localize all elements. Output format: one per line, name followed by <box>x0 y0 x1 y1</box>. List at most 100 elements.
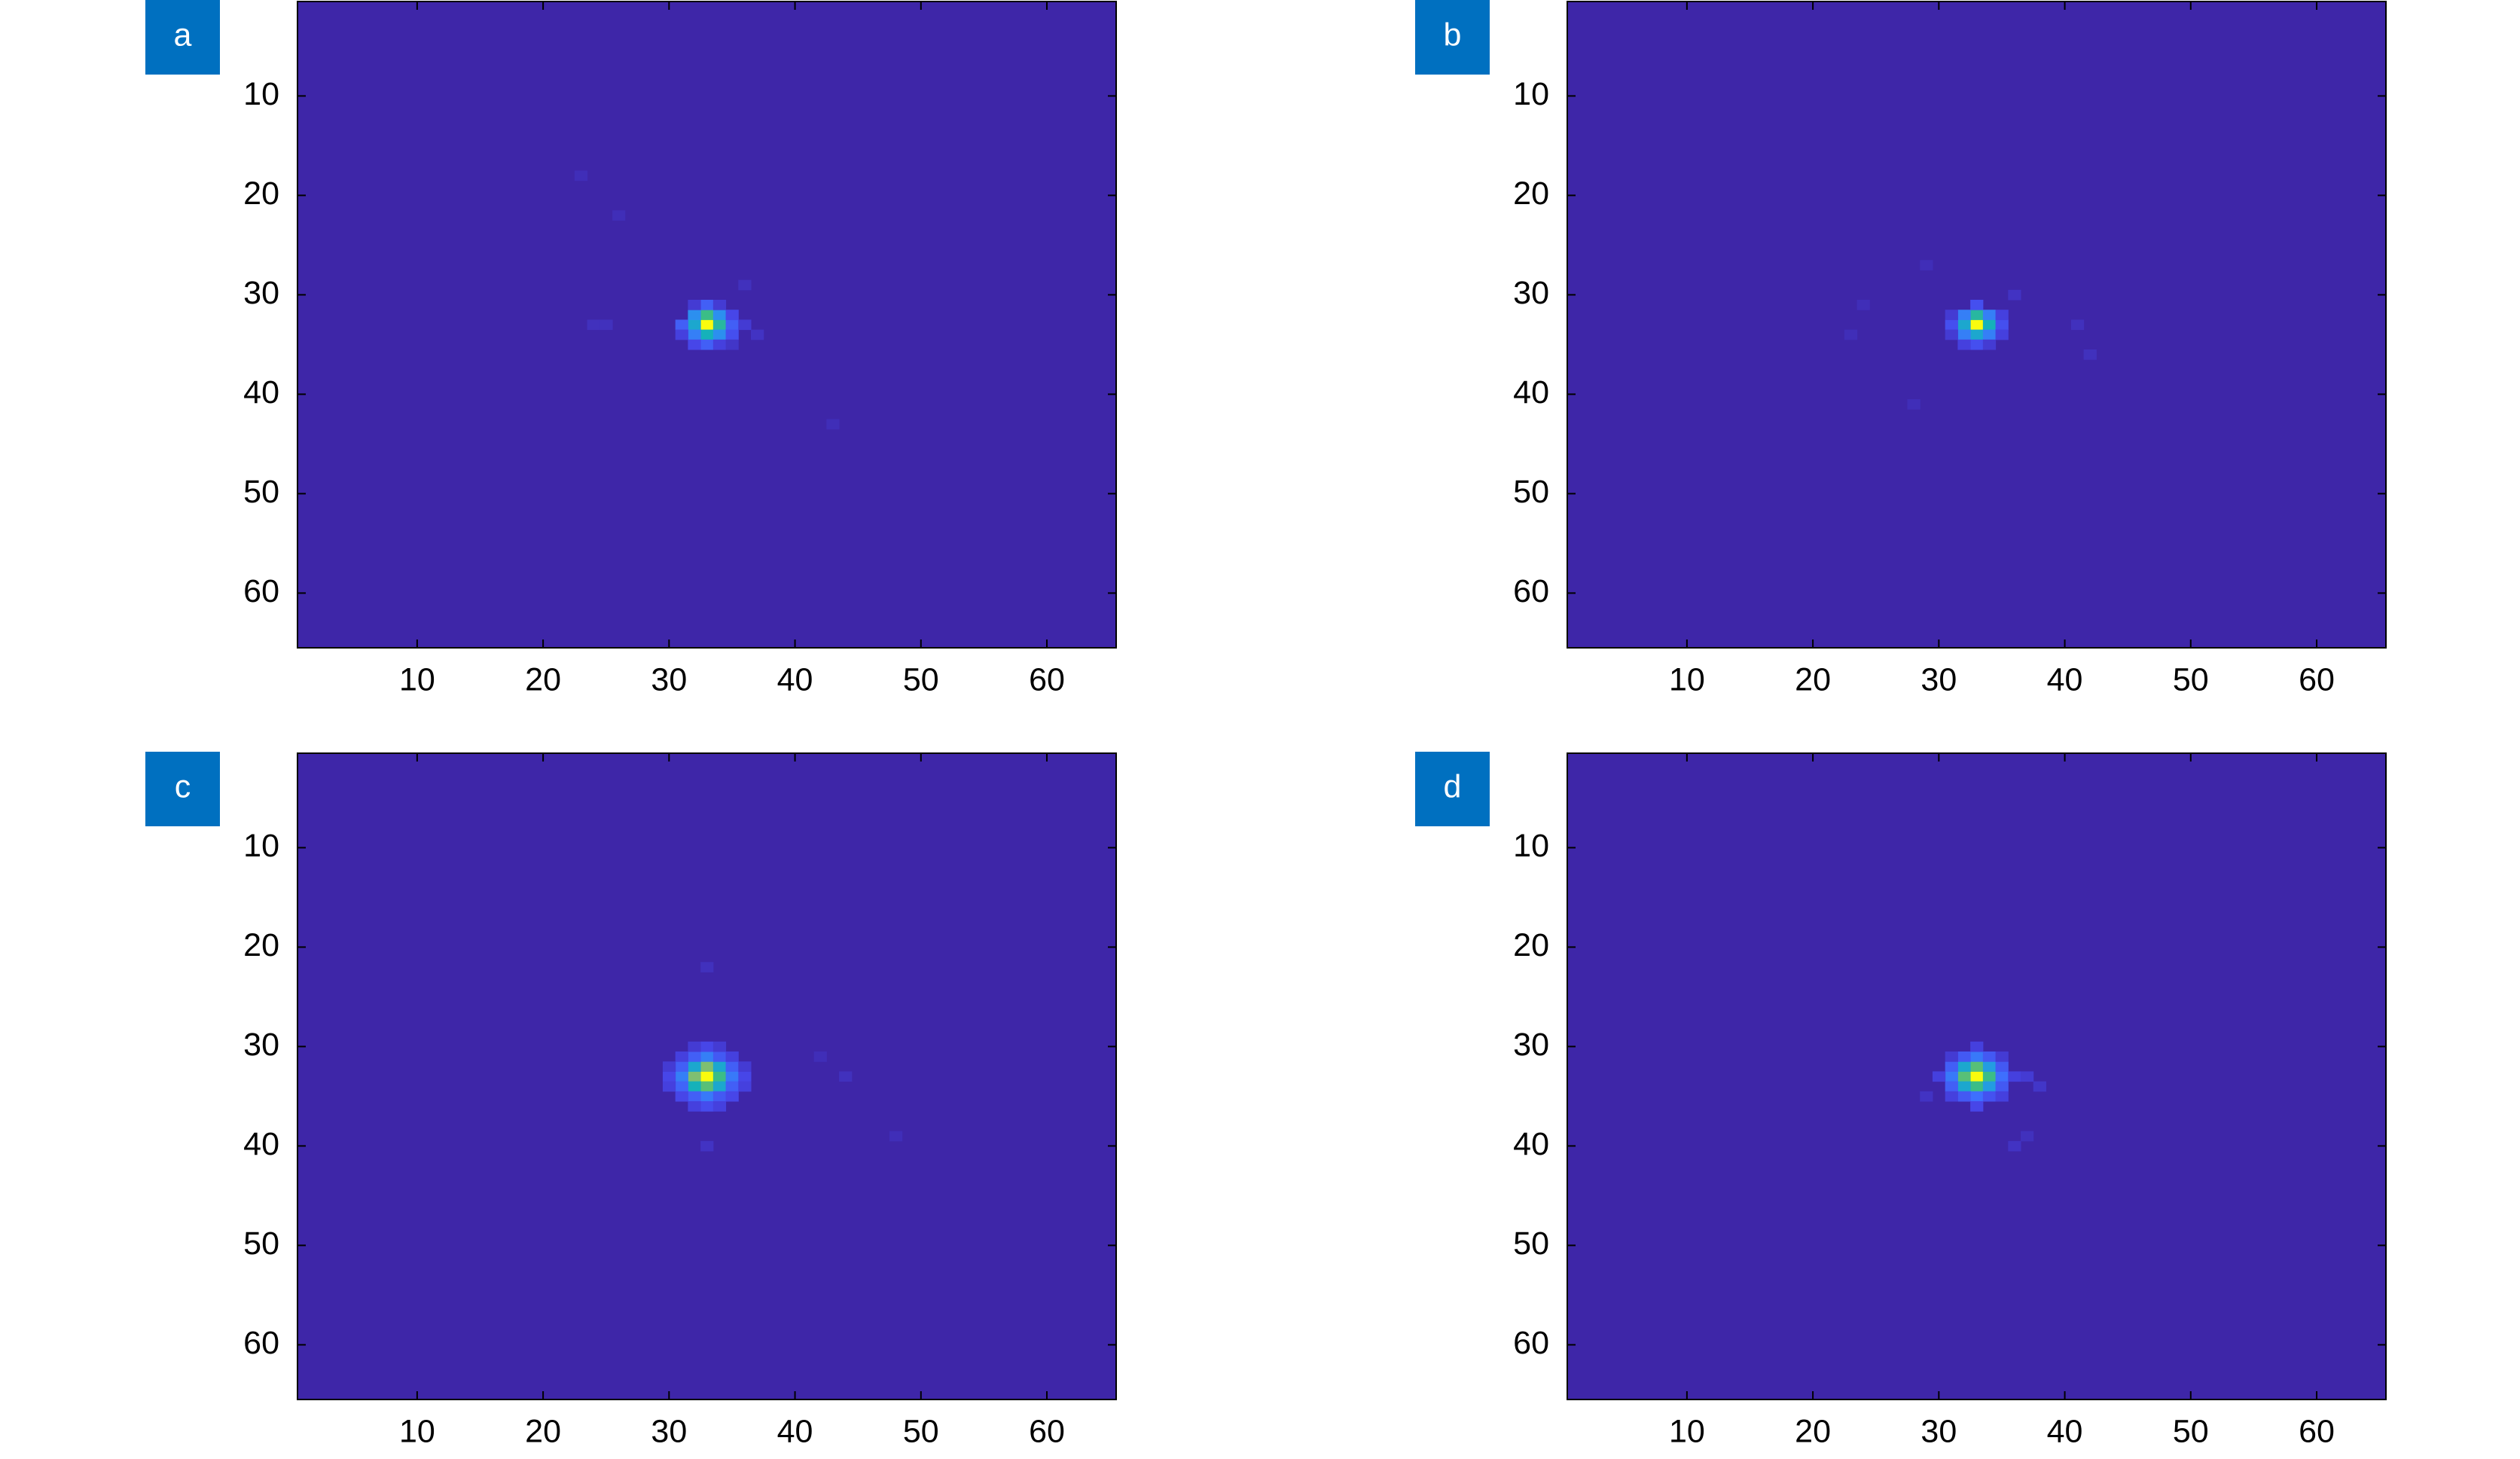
heat-cell <box>1945 310 1958 320</box>
heat-cell <box>1945 1052 1958 1062</box>
heat-cell <box>1970 1101 1984 1112</box>
heat-cell <box>700 1052 714 1062</box>
heat-cell <box>712 1091 727 1102</box>
heat-cell <box>675 329 688 340</box>
heat-cell <box>1957 1061 1971 1072</box>
heat-cell <box>700 310 714 320</box>
heat-cell <box>688 1041 701 1052</box>
x-tick-label: 50 <box>2173 661 2209 697</box>
heat-cell <box>1957 310 1971 320</box>
heat-cell <box>1982 329 1997 340</box>
y-tick-label: 60 <box>1513 1325 1549 1361</box>
heat-cell <box>1945 1061 1958 1072</box>
heat-cell <box>574 170 588 182</box>
heat-cell <box>700 319 714 331</box>
y-tick-label: 10 <box>243 828 279 864</box>
heat-cell <box>662 1071 676 1082</box>
heat-cell <box>2083 349 2097 360</box>
y-tick-label: 20 <box>1513 927 1549 963</box>
heat-cell <box>1982 1052 1997 1062</box>
heat-cell <box>1970 300 1984 310</box>
heat-cell <box>1932 1071 1946 1082</box>
y-tick-label: 40 <box>243 1126 279 1162</box>
heat-cell <box>675 1061 688 1072</box>
heat-cell <box>688 339 701 350</box>
heat-cell <box>587 319 600 331</box>
axes-frame <box>1567 752 2387 1400</box>
heat-cell <box>1995 329 2009 340</box>
heat-cell <box>675 1081 688 1092</box>
heat-cell <box>688 1091 701 1102</box>
y-tick-label: 30 <box>1513 275 1549 311</box>
heat-cell <box>2033 1081 2046 1092</box>
heat-cell <box>1945 1091 1958 1102</box>
heat-cell <box>889 1131 903 1142</box>
heat-cell <box>1844 329 1858 340</box>
heat-cell <box>1957 319 1971 331</box>
heat-cell <box>1995 1081 2009 1092</box>
heat-cell <box>725 1052 739 1062</box>
heat-cell <box>1957 1052 1971 1062</box>
x-tick-label: 60 <box>1029 661 1065 697</box>
y-tick-label: 20 <box>1513 176 1549 212</box>
y-tick-label: 30 <box>1513 1027 1549 1063</box>
y-tick-label: 10 <box>1513 76 1549 112</box>
heat-cell <box>700 1140 714 1152</box>
heat-cell <box>738 319 752 331</box>
x-tick-label: 50 <box>2173 1413 2209 1449</box>
heat-cell <box>1995 319 2009 331</box>
axes-frame <box>297 1 1117 649</box>
heat-cell <box>1970 1052 1984 1062</box>
heat-cell <box>1995 1061 2009 1072</box>
heat-cell <box>738 1071 752 1082</box>
heat-cell <box>688 1071 701 1082</box>
heat-cell <box>1970 1081 1984 1092</box>
heat-cell <box>725 1091 739 1102</box>
heat-cell <box>813 1052 827 1062</box>
x-tick-label: 30 <box>651 1413 687 1449</box>
heat-cell <box>1957 1071 1971 1082</box>
heat-cell <box>738 1061 752 1072</box>
heat-cell <box>1995 1052 2009 1062</box>
heat-cell <box>700 1081 714 1092</box>
heat-cell <box>675 319 688 331</box>
x-tick-label: 10 <box>1669 661 1705 697</box>
heat-cell <box>712 329 727 340</box>
y-tick-label: 40 <box>1513 374 1549 411</box>
x-tick-label: 30 <box>1921 661 1957 697</box>
heat-cell <box>2021 1071 2034 1082</box>
heat-cell <box>712 319 727 331</box>
heat-cell <box>839 1071 853 1082</box>
heat-cell <box>1856 300 1870 310</box>
heat-cell <box>1945 329 1958 340</box>
x-tick-label: 20 <box>1795 1413 1831 1449</box>
heat-cell <box>688 1052 701 1062</box>
heat-cell <box>1957 1081 1971 1092</box>
heat-cell <box>751 329 764 340</box>
heat-cell <box>1970 339 1984 350</box>
heat-cell <box>725 319 739 331</box>
heat-cell <box>725 1061 739 1072</box>
heat-cell <box>1920 1091 1933 1102</box>
heat-cell <box>2008 1140 2021 1152</box>
heat-cell <box>675 1071 688 1082</box>
y-tick-label: 20 <box>243 176 279 212</box>
axes-frame <box>297 752 1117 1400</box>
x-tick-label: 20 <box>525 1413 561 1449</box>
x-tick-label: 40 <box>2047 661 2083 697</box>
heat-cell <box>712 1071 727 1082</box>
y-tick-label: 30 <box>243 1027 279 1063</box>
heat-cell <box>712 1041 727 1052</box>
x-tick-label: 10 <box>399 1413 435 1449</box>
heat-cell <box>2021 1131 2034 1142</box>
y-tick-label: 50 <box>243 474 279 510</box>
heat-cell <box>688 1101 701 1112</box>
heat-cell <box>1957 329 1971 340</box>
x-tick-label: 40 <box>777 661 813 697</box>
heat-cell <box>688 300 701 310</box>
heat-cell <box>725 1071 739 1082</box>
y-tick-label: 40 <box>1513 1126 1549 1162</box>
x-tick-label: 40 <box>2047 1413 2083 1449</box>
x-tick-label: 50 <box>903 661 939 697</box>
x-tick-label: 50 <box>903 1413 939 1449</box>
